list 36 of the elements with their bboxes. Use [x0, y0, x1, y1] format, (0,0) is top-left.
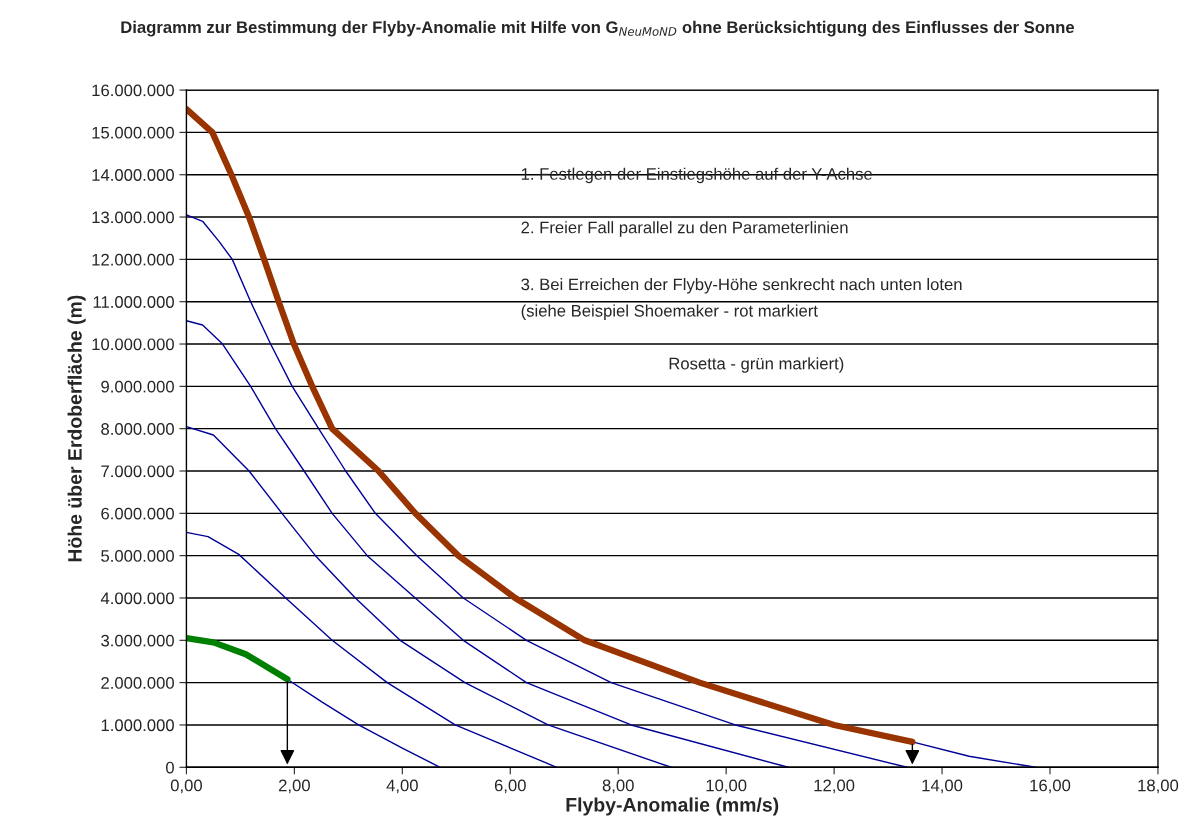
x-tick-label: 10,00 — [706, 779, 747, 794]
y-tick-label: 15.000.000 — [92, 126, 174, 139]
x-tick-label: 12,00 — [814, 779, 855, 794]
x-tick-label: 14,00 — [922, 779, 963, 794]
y-tick-label: 13.000.000 — [92, 211, 174, 224]
y-tick-label: 4.000.000 — [100, 592, 174, 605]
annotation: (siehe Beispiel Shoemaker - rot markiert — [521, 304, 818, 320]
x-tick-label: 18,00 — [1138, 779, 1179, 794]
y-tick-label: 10.000.000 — [92, 338, 174, 351]
y-tick-label: 12.000.000 — [92, 253, 174, 266]
y-tick-label: 5.000.000 — [101, 550, 174, 562]
y-tick-label: 1.000.000 — [101, 719, 174, 732]
x-tick-label: 16,00 — [1030, 779, 1071, 794]
y-tick-label: 3.000.000 — [101, 634, 174, 647]
x-tick-label: 2,00 — [278, 779, 310, 794]
annotation: 2. Freier Fall parallel zu den Parameterlinien — [521, 221, 848, 237]
y-tick-label: 6.000.000 — [101, 507, 174, 520]
x-tick-label: 8,00 — [602, 779, 634, 794]
x-tick-label: 4,00 — [386, 779, 418, 794]
annotation: 3. Bei Erreichen der Flyby-Höhe senkrecht nach unten loten — [521, 278, 962, 294]
y-tick-label: 0 — [166, 761, 174, 774]
y-tick-label: 9.000.000 — [101, 380, 174, 393]
x-tick-label: 6,00 — [494, 779, 526, 794]
y-tick-label: 14.000.000 — [92, 169, 174, 181]
y-tick-label: 11.000.000 — [93, 296, 174, 308]
x-tick-label: 0,00 — [170, 779, 202, 794]
annotation: Rosetta - grün markiert) — [669, 357, 844, 373]
x-axis-title: Flyby-Anomalie (mm/s) — [566, 797, 779, 816]
y-tick-label: 16.000.000 — [92, 84, 174, 97]
y-tick-label: 8.000.000 — [101, 423, 174, 435]
y-tick-label: 2.000.000 — [101, 677, 174, 689]
chart-title: Diagramm zur Bestimmung der Flyby-Anomalie mit Hilfe von G$_{NeuMoND}$ ohne Berücksichtigung des Einflusses der Sonne — [121, 20, 1075, 37]
line-series — [186, 425, 672, 768]
y-axis-title: Höhe über Erdoberfläche (m) — [67, 295, 86, 562]
y-tick-label: 7.000.000 — [101, 465, 174, 478]
line-series — [186, 531, 558, 768]
